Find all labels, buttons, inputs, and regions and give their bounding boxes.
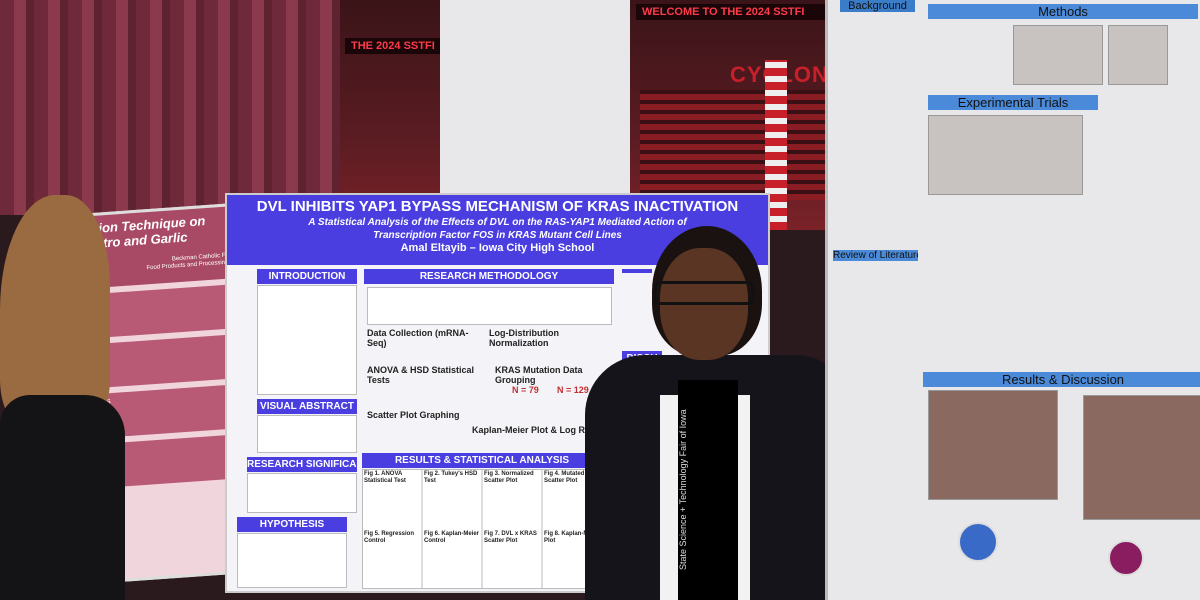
section-introduction: INTRODUCTION xyxy=(257,269,357,284)
section-visual-abstract: VISUAL ABSTRACT xyxy=(257,399,357,414)
step-label: Data Collection (mRNA-Seq) xyxy=(367,328,469,348)
figure-caption: Fig 5. Regression Control xyxy=(364,531,415,544)
pie-chart-figure xyxy=(1108,540,1144,576)
scoreboard-left: THE 2024 SSTFI xyxy=(345,38,440,54)
results-figures xyxy=(362,469,602,589)
figure-caption: Fig 8. Kaplan-Meier Plot xyxy=(544,531,600,544)
figure-caption: Fig 6. Kaplan-Meier Control xyxy=(424,531,480,544)
scoreboard-right: WELCOME TO THE 2024 SSTFI xyxy=(636,4,830,20)
section-hypothesis: HYPOTHESIS xyxy=(237,517,347,532)
intro-figure xyxy=(257,285,357,395)
step-label: Kaplan-Meier Plot & Log Rank xyxy=(472,425,601,435)
poster-author: Amal Eltayib – Iowa City High School xyxy=(400,242,595,254)
arena-seats xyxy=(640,90,830,200)
right-section-results: Results & Discussion xyxy=(923,372,1200,387)
right-section-methods: Methods xyxy=(928,4,1198,19)
lanyard: State Science + Technology Fair of Iowa xyxy=(678,380,738,600)
figure-caption: Fig 7. DVL x KRAS Scatter Plot xyxy=(484,531,537,544)
figure-caption: Fig 3. Normalized Scatter Plot xyxy=(484,471,534,484)
right-section-review: Review of Literature xyxy=(833,250,918,261)
significance-text xyxy=(247,473,357,513)
red-curtain xyxy=(0,0,340,215)
step-label: Scatter Plot Graphing xyxy=(367,410,460,420)
figure-caption: Fig 4. Mutated Scatter Plot xyxy=(544,471,585,484)
figure-caption: Fig 2. Tukey's HSD Test xyxy=(424,471,478,484)
poster-title: DVL INHIBITS YAP1 BYPASS MECHANISM OF KR… xyxy=(256,198,739,215)
step-label: ANOVA & HSD Statistical Tests xyxy=(367,365,475,385)
eyeglasses xyxy=(654,281,754,305)
kras-group: N = 129 xyxy=(557,385,589,395)
poster-subtitle-1: A Statistical Analysis of the Effects of… xyxy=(308,217,687,228)
results-photo xyxy=(1083,395,1200,520)
person-back-view xyxy=(0,195,125,600)
hypothesis-text xyxy=(237,533,347,588)
pie-chart-figure xyxy=(958,522,998,562)
poster-subtitle-2: Transcription Factor FOS in KRAS Mutant … xyxy=(373,230,622,241)
methodology-diagram xyxy=(367,287,612,325)
kras-group: N = 79 xyxy=(512,385,539,395)
section-partial xyxy=(622,269,652,273)
section-results: RESULTS & STATISTICAL ANALYSIS xyxy=(362,453,602,468)
section-methodology: RESEARCH METHODOLOGY xyxy=(364,269,614,284)
methods-photo xyxy=(1013,25,1103,85)
american-flag xyxy=(765,60,787,230)
methods-photo xyxy=(1108,25,1168,85)
results-photo xyxy=(928,390,1058,500)
figure-caption: Fig 1. ANOVA Statistical Test xyxy=(364,471,406,484)
right-poster: Background Methods Experimental Trials R… xyxy=(825,0,1200,600)
right-section-background: Background xyxy=(840,0,915,12)
section-significance: RESEARCH SIGNIFICANCE xyxy=(247,457,357,472)
right-section-trials: Experimental Trials xyxy=(928,95,1098,110)
step-label: Log-Distribution Normalization xyxy=(489,328,559,348)
white-display-board xyxy=(440,0,630,195)
visual-abstract-figure xyxy=(257,415,357,453)
trials-photo xyxy=(928,115,1083,195)
step-label: KRAS Mutation Data Grouping xyxy=(495,365,583,385)
